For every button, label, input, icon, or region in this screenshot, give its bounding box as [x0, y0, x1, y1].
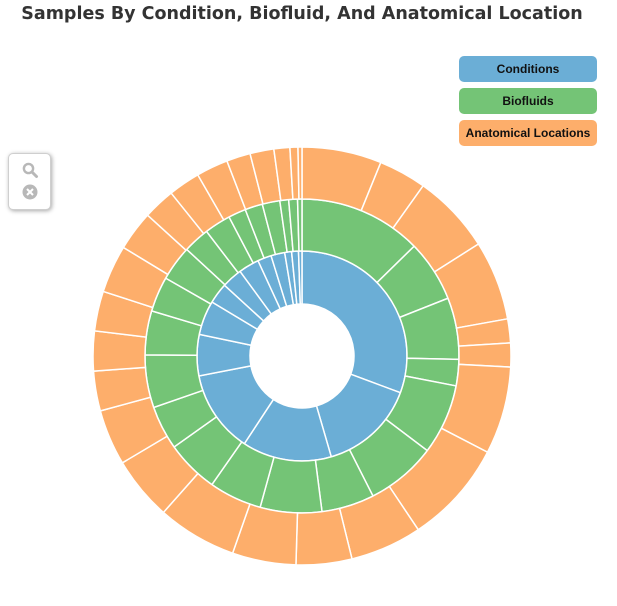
biofluids-segment-22[interactable] [296, 198, 303, 252]
zoom-in-button[interactable] [21, 161, 39, 179]
magnifier-icon [22, 162, 38, 178]
anatomical-locations-segment-5[interactable] [457, 342, 512, 368]
chart-title: Samples By Condition, Biofluid, And Anat… [21, 4, 583, 24]
close-circle-icon [22, 184, 38, 200]
legend-item-anatomical-locations[interactable]: Anatomical Locations [459, 120, 597, 146]
legend-item-conditions[interactable]: Conditions [459, 56, 597, 82]
zoom-reset-button[interactable] [21, 183, 39, 201]
legend-item-biofluids[interactable]: Biofluids [459, 88, 597, 114]
anatomical-locations-segment-26[interactable] [297, 146, 303, 200]
zoom-controls [8, 153, 51, 210]
